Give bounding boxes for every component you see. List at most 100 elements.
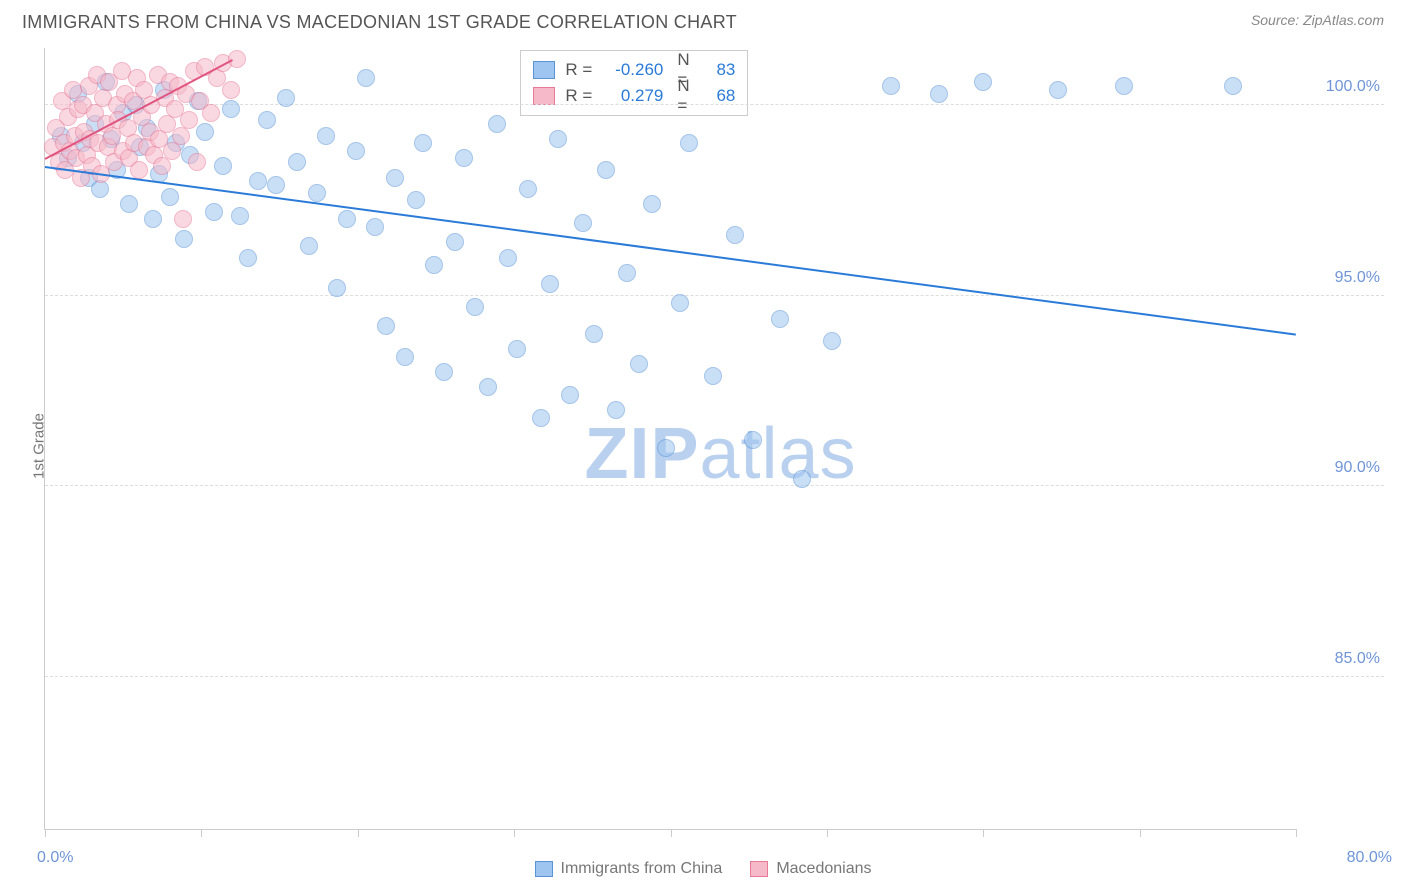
- data-point: [974, 73, 992, 91]
- data-point: [357, 69, 375, 87]
- data-point: [446, 233, 464, 251]
- y-tick-label: 95.0%: [1300, 269, 1380, 287]
- data-point: [231, 207, 249, 225]
- data-point: [249, 172, 267, 190]
- data-point: [239, 249, 257, 267]
- series-legend-label: Macedonians: [776, 860, 871, 878]
- legend-swatch: [533, 87, 555, 105]
- data-point: [188, 153, 206, 171]
- data-point: [823, 332, 841, 350]
- y-tick-label: 100.0%: [1300, 78, 1380, 96]
- data-point: [396, 348, 414, 366]
- data-point: [671, 294, 689, 312]
- data-point: [347, 142, 365, 160]
- data-point: [519, 180, 537, 198]
- data-point: [561, 386, 579, 404]
- data-point: [222, 81, 240, 99]
- legend-swatch: [535, 861, 553, 877]
- data-point: [328, 279, 346, 297]
- header-bar: IMMIGRANTS FROM CHINA VS MACEDONIAN 1ST …: [0, 0, 1406, 39]
- data-point: [288, 153, 306, 171]
- data-point: [202, 104, 220, 122]
- data-point: [455, 149, 473, 167]
- data-point: [532, 409, 550, 427]
- data-point: [153, 157, 171, 175]
- data-point: [161, 188, 179, 206]
- data-point: [317, 127, 335, 145]
- data-point: [1115, 77, 1133, 95]
- x-tick: [514, 829, 515, 837]
- y-tick-label: 90.0%: [1300, 459, 1380, 477]
- data-point: [1049, 81, 1067, 99]
- series-legend-item: Immigrants from China: [535, 860, 723, 878]
- x-tick: [671, 829, 672, 837]
- data-point: [425, 256, 443, 274]
- data-point: [499, 249, 517, 267]
- data-point: [258, 111, 276, 129]
- data-point: [882, 77, 900, 95]
- legend-swatch: [533, 61, 555, 79]
- legend-n-value: 68: [701, 86, 735, 106]
- gridline: [45, 104, 1384, 105]
- data-point: [488, 115, 506, 133]
- data-point: [597, 161, 615, 179]
- data-point: [585, 325, 603, 343]
- x-tick: [827, 829, 828, 837]
- data-point: [541, 275, 559, 293]
- data-point: [479, 378, 497, 396]
- data-point: [277, 89, 295, 107]
- legend-n-label: N =: [677, 76, 701, 116]
- x-tick: [201, 829, 202, 837]
- data-point: [196, 123, 214, 141]
- x-tick: [358, 829, 359, 837]
- data-point: [386, 169, 404, 187]
- data-point: [308, 184, 326, 202]
- x-tick: [983, 829, 984, 837]
- plot-region: ZIPatlas R =-0.260N =83R =0.279N =68 0.0…: [44, 48, 1296, 830]
- data-point: [607, 401, 625, 419]
- data-point: [120, 195, 138, 213]
- data-point: [180, 111, 198, 129]
- data-point: [222, 100, 240, 118]
- data-point: [214, 157, 232, 175]
- data-point: [175, 230, 193, 248]
- series-legend-item: Macedonians: [750, 860, 871, 878]
- data-point: [366, 218, 384, 236]
- gridline: [45, 676, 1384, 677]
- data-point: [174, 210, 192, 228]
- data-point: [930, 85, 948, 103]
- data-point: [466, 298, 484, 316]
- data-point: [549, 130, 567, 148]
- y-tick-label: 85.0%: [1300, 650, 1380, 668]
- gridline: [45, 295, 1384, 296]
- data-point: [574, 214, 592, 232]
- data-point: [205, 203, 223, 221]
- watermark: ZIPatlas: [584, 413, 856, 495]
- series-legend: Immigrants from China Macedonians: [0, 860, 1406, 882]
- x-tick: [1140, 829, 1141, 837]
- data-point: [618, 264, 636, 282]
- data-point: [726, 226, 744, 244]
- data-point: [508, 340, 526, 358]
- data-point: [680, 134, 698, 152]
- data-point: [435, 363, 453, 381]
- source-attribution: Source: ZipAtlas.com: [1251, 12, 1384, 28]
- legend-r-value: 0.279: [597, 86, 663, 106]
- legend-r-value: -0.260: [597, 60, 663, 80]
- legend-r-label: R =: [565, 60, 597, 80]
- legend-swatch: [750, 861, 768, 877]
- gridline: [45, 485, 1384, 486]
- data-point: [267, 176, 285, 194]
- series-legend-label: Immigrants from China: [561, 860, 723, 878]
- data-point: [130, 161, 148, 179]
- chart-title: IMMIGRANTS FROM CHINA VS MACEDONIAN 1ST …: [22, 12, 737, 33]
- data-point: [163, 142, 181, 160]
- trend-line: [45, 166, 1296, 336]
- data-point: [657, 439, 675, 457]
- data-point: [300, 237, 318, 255]
- data-point: [643, 195, 661, 213]
- data-point: [407, 191, 425, 209]
- x-tick: [1296, 829, 1297, 837]
- correlation-legend: R =-0.260N =83R =0.279N =68: [520, 50, 748, 116]
- data-point: [377, 317, 395, 335]
